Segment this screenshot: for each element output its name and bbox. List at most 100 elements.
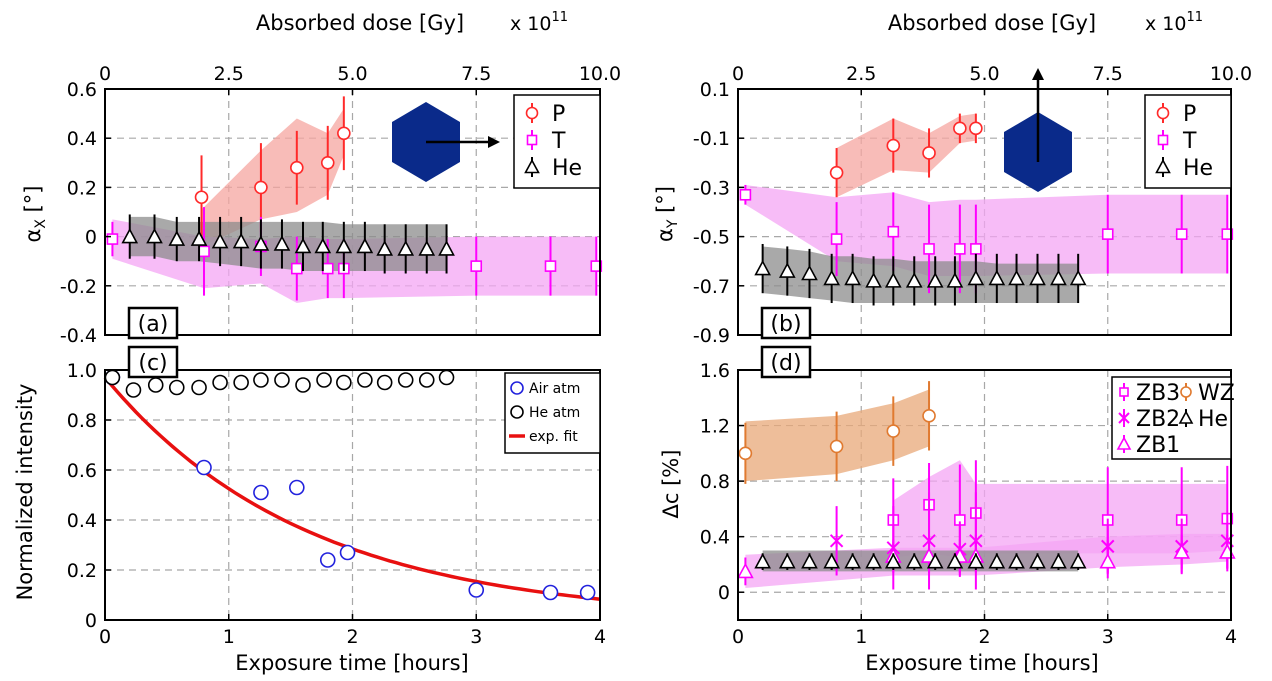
ylabel-d: Δc [%]: [659, 450, 683, 519]
xtick-label-c-0: 0: [99, 626, 111, 648]
marker-a-t-7: [544, 260, 557, 272]
marker-d-he-1: [778, 552, 796, 569]
ytick-label-a-5: 0.6: [67, 79, 97, 101]
marker-d-he-7: [905, 552, 923, 569]
legend-marker-a-0: [525, 106, 539, 120]
marker-b-p-4: [969, 121, 983, 136]
legend-marker-c-1: [510, 405, 524, 419]
marker-d-he-0: [754, 552, 771, 569]
legend-label-a-0: P: [552, 102, 565, 127]
ytick-label-a-2: 0: [85, 227, 97, 249]
legend-label-a-1: T: [551, 129, 566, 154]
legend-marker-a-2: [524, 158, 540, 174]
hexagon-a-arrowhead: [488, 136, 500, 148]
top-tick-label-b-4: 10.0: [1210, 63, 1252, 85]
marker-b-t-1: [830, 233, 843, 245]
marker-a-p-1: [254, 180, 268, 195]
marker-a-he-9: [314, 237, 332, 254]
top-tick-label-b-3: 7.5: [1093, 63, 1123, 85]
ylabel-b: αY [°]: [653, 186, 681, 242]
legend-label-a-2: He: [552, 156, 582, 181]
marker-c-he-atm-13: [376, 374, 393, 391]
legend-label-d-3: WZ: [1198, 381, 1235, 406]
marker-c-he-atm-12: [357, 372, 373, 388]
marker-a-p-2: [290, 160, 304, 175]
legend-label-c-0: Air atm: [529, 381, 580, 397]
legend-box-d: [1111, 376, 1232, 460]
marker-b-he-4: [844, 269, 861, 286]
marker-d-he-11: [988, 552, 1006, 569]
top-tick-label-b-2: 5.0: [969, 63, 999, 85]
legend-marker-d-2: [1116, 436, 1132, 450]
hexagon-b-arrowhead: [1032, 68, 1044, 80]
marker-b-t-0: [739, 188, 752, 201]
marker-a-p-0: [194, 190, 209, 205]
marker-d-he-2: [801, 552, 818, 569]
marker-a-he-1: [146, 227, 163, 244]
top-tick-label-a-4: 10.0: [579, 63, 621, 85]
marker-c-he-atm-8: [274, 372, 290, 388]
marker-b-he-3: [823, 269, 841, 286]
marker-a-he-8: [294, 237, 312, 254]
marker-a-he-10: [335, 237, 353, 254]
marker-d-wz-1: [829, 439, 844, 454]
marker-c-he-atm-14: [397, 372, 414, 388]
top-axis-label-right: Absorbed dose [Gy]: [888, 11, 1096, 35]
xtick-label-d-0: 0: [732, 626, 744, 648]
marker-b-he-10: [967, 269, 985, 286]
panel-label-box-c: [127, 345, 179, 379]
marker-d-he-14: [1050, 552, 1067, 569]
legend-label-d-2: ZB1: [1136, 433, 1180, 458]
marker-d-he-9: [946, 552, 964, 569]
marker-b-t-2: [887, 225, 900, 238]
ylabel-c: Normalized intensity: [13, 384, 37, 601]
marker-b-p-0: [829, 165, 844, 180]
marker-b-t-6: [1101, 228, 1114, 240]
ytick-label-c-3: 0.6: [67, 460, 97, 482]
marker-d-he-15: [1069, 552, 1087, 569]
legend-label-d-4: He: [1198, 407, 1228, 432]
legend-label-d-0: ZB3: [1136, 381, 1180, 406]
ytick-label-d-2: 0.8: [700, 471, 730, 493]
marker-b-he-6: [884, 272, 902, 288]
ytick-label-c-1: 0.2: [67, 560, 97, 582]
marker-c-he-atm-2: [147, 377, 164, 393]
top-tick-label-b-1: 2.5: [846, 63, 876, 85]
marker-a-p-4: [337, 126, 351, 141]
marker-b-p-2: [922, 146, 936, 160]
marker-b-t-3: [923, 243, 935, 255]
marker-c-he-atm-9: [295, 377, 311, 393]
marker-a-t-0: [106, 233, 119, 245]
marker-c-he-atm-11: [336, 374, 352, 391]
marker-a-he-13: [397, 240, 415, 256]
marker-b-t-5: [970, 243, 982, 255]
panel-label-c: (c): [138, 351, 167, 376]
marker-b-p-3: [953, 121, 967, 136]
ytick-label-c-0: 0: [85, 610, 97, 632]
band-a-he: [129, 216, 447, 272]
xtick-label-d-2: 2: [978, 626, 990, 648]
marker-c-he-atm-6: [233, 374, 249, 391]
marker-d-wz-0: [738, 446, 753, 461]
panel-label-a: (a): [138, 312, 169, 337]
marker-b-t-4: [954, 243, 966, 255]
xtick-label-c-3: 3: [470, 626, 482, 648]
marker-c-he-atm-4: [191, 379, 207, 396]
legend-marker-b-2: [1155, 158, 1171, 174]
marker-a-he-14: [418, 240, 436, 256]
marker-b-he-12: [1008, 269, 1025, 286]
marker-a-he-12: [376, 240, 394, 256]
ytick-label-c-5: 1.0: [67, 360, 97, 382]
hexagon-arrow-up-icon: [1004, 68, 1072, 192]
marker-c-he-atm-3: [168, 379, 185, 396]
panel-label-box-a: [127, 306, 179, 340]
marker-c-air-atm-3: [289, 479, 305, 496]
panel-label-box-d: [760, 345, 812, 379]
marker-d-zb1-5: [1099, 552, 1117, 569]
xtick-label-c-1: 1: [223, 626, 235, 648]
marker-a-he-15: [438, 240, 455, 256]
band-b-he: [762, 246, 1079, 304]
legend-marker-d-0: [1119, 387, 1129, 397]
marker-a-he-0: [121, 227, 139, 244]
